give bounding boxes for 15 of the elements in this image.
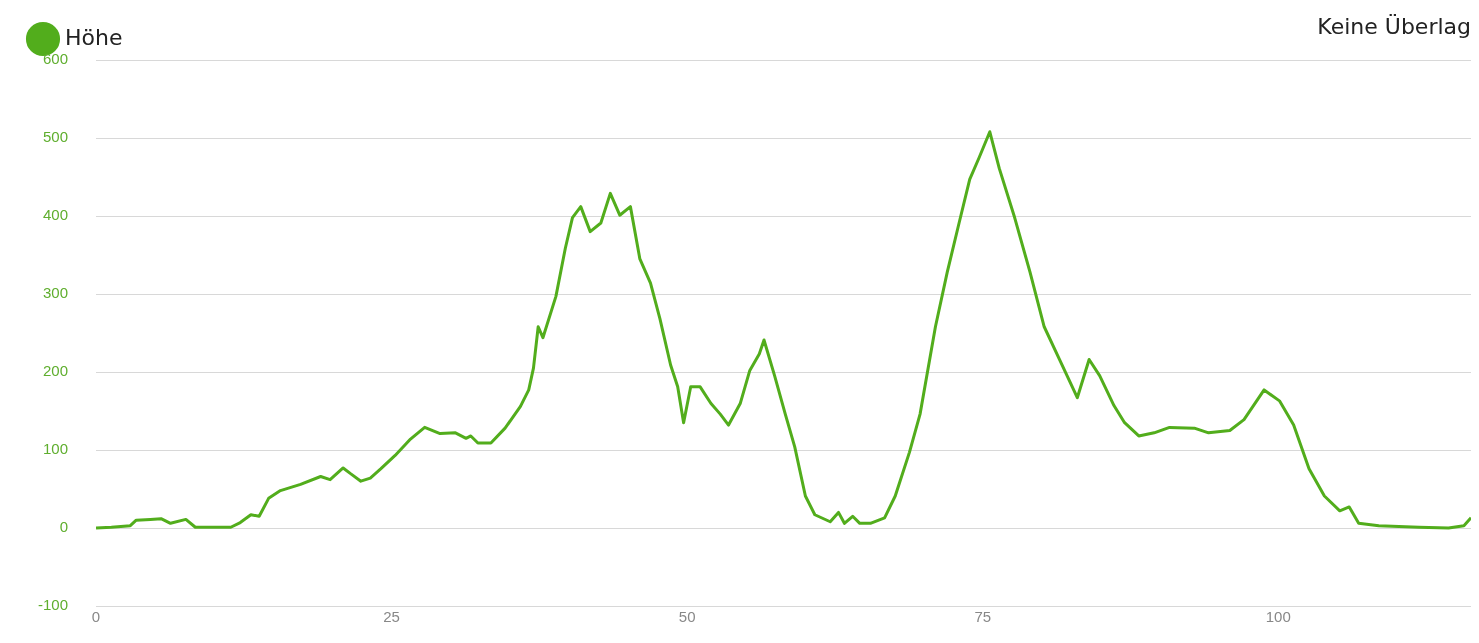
- y-tick-label: 500: [42, 128, 69, 146]
- x-tick-label: 50: [678, 608, 696, 626]
- y-tick-label: 100: [42, 440, 69, 458]
- legend-label: Höhe: [65, 24, 123, 50]
- y-tick-label: 300: [42, 284, 69, 302]
- y-tick-label: 400: [42, 206, 69, 224]
- x-tick-label: 75: [974, 608, 992, 626]
- text: Keine Überlag: [1317, 14, 1471, 39]
- y-tick-label: 600: [42, 50, 69, 68]
- x-tick-label: 0: [91, 608, 101, 626]
- y-tick-label: 0: [59, 518, 69, 536]
- x-tick-label: 25: [383, 608, 400, 626]
- y-tick-label: -100: [37, 596, 69, 614]
- y-tick-label: 200: [42, 362, 69, 380]
- x-tick-label: 100: [1265, 608, 1291, 626]
